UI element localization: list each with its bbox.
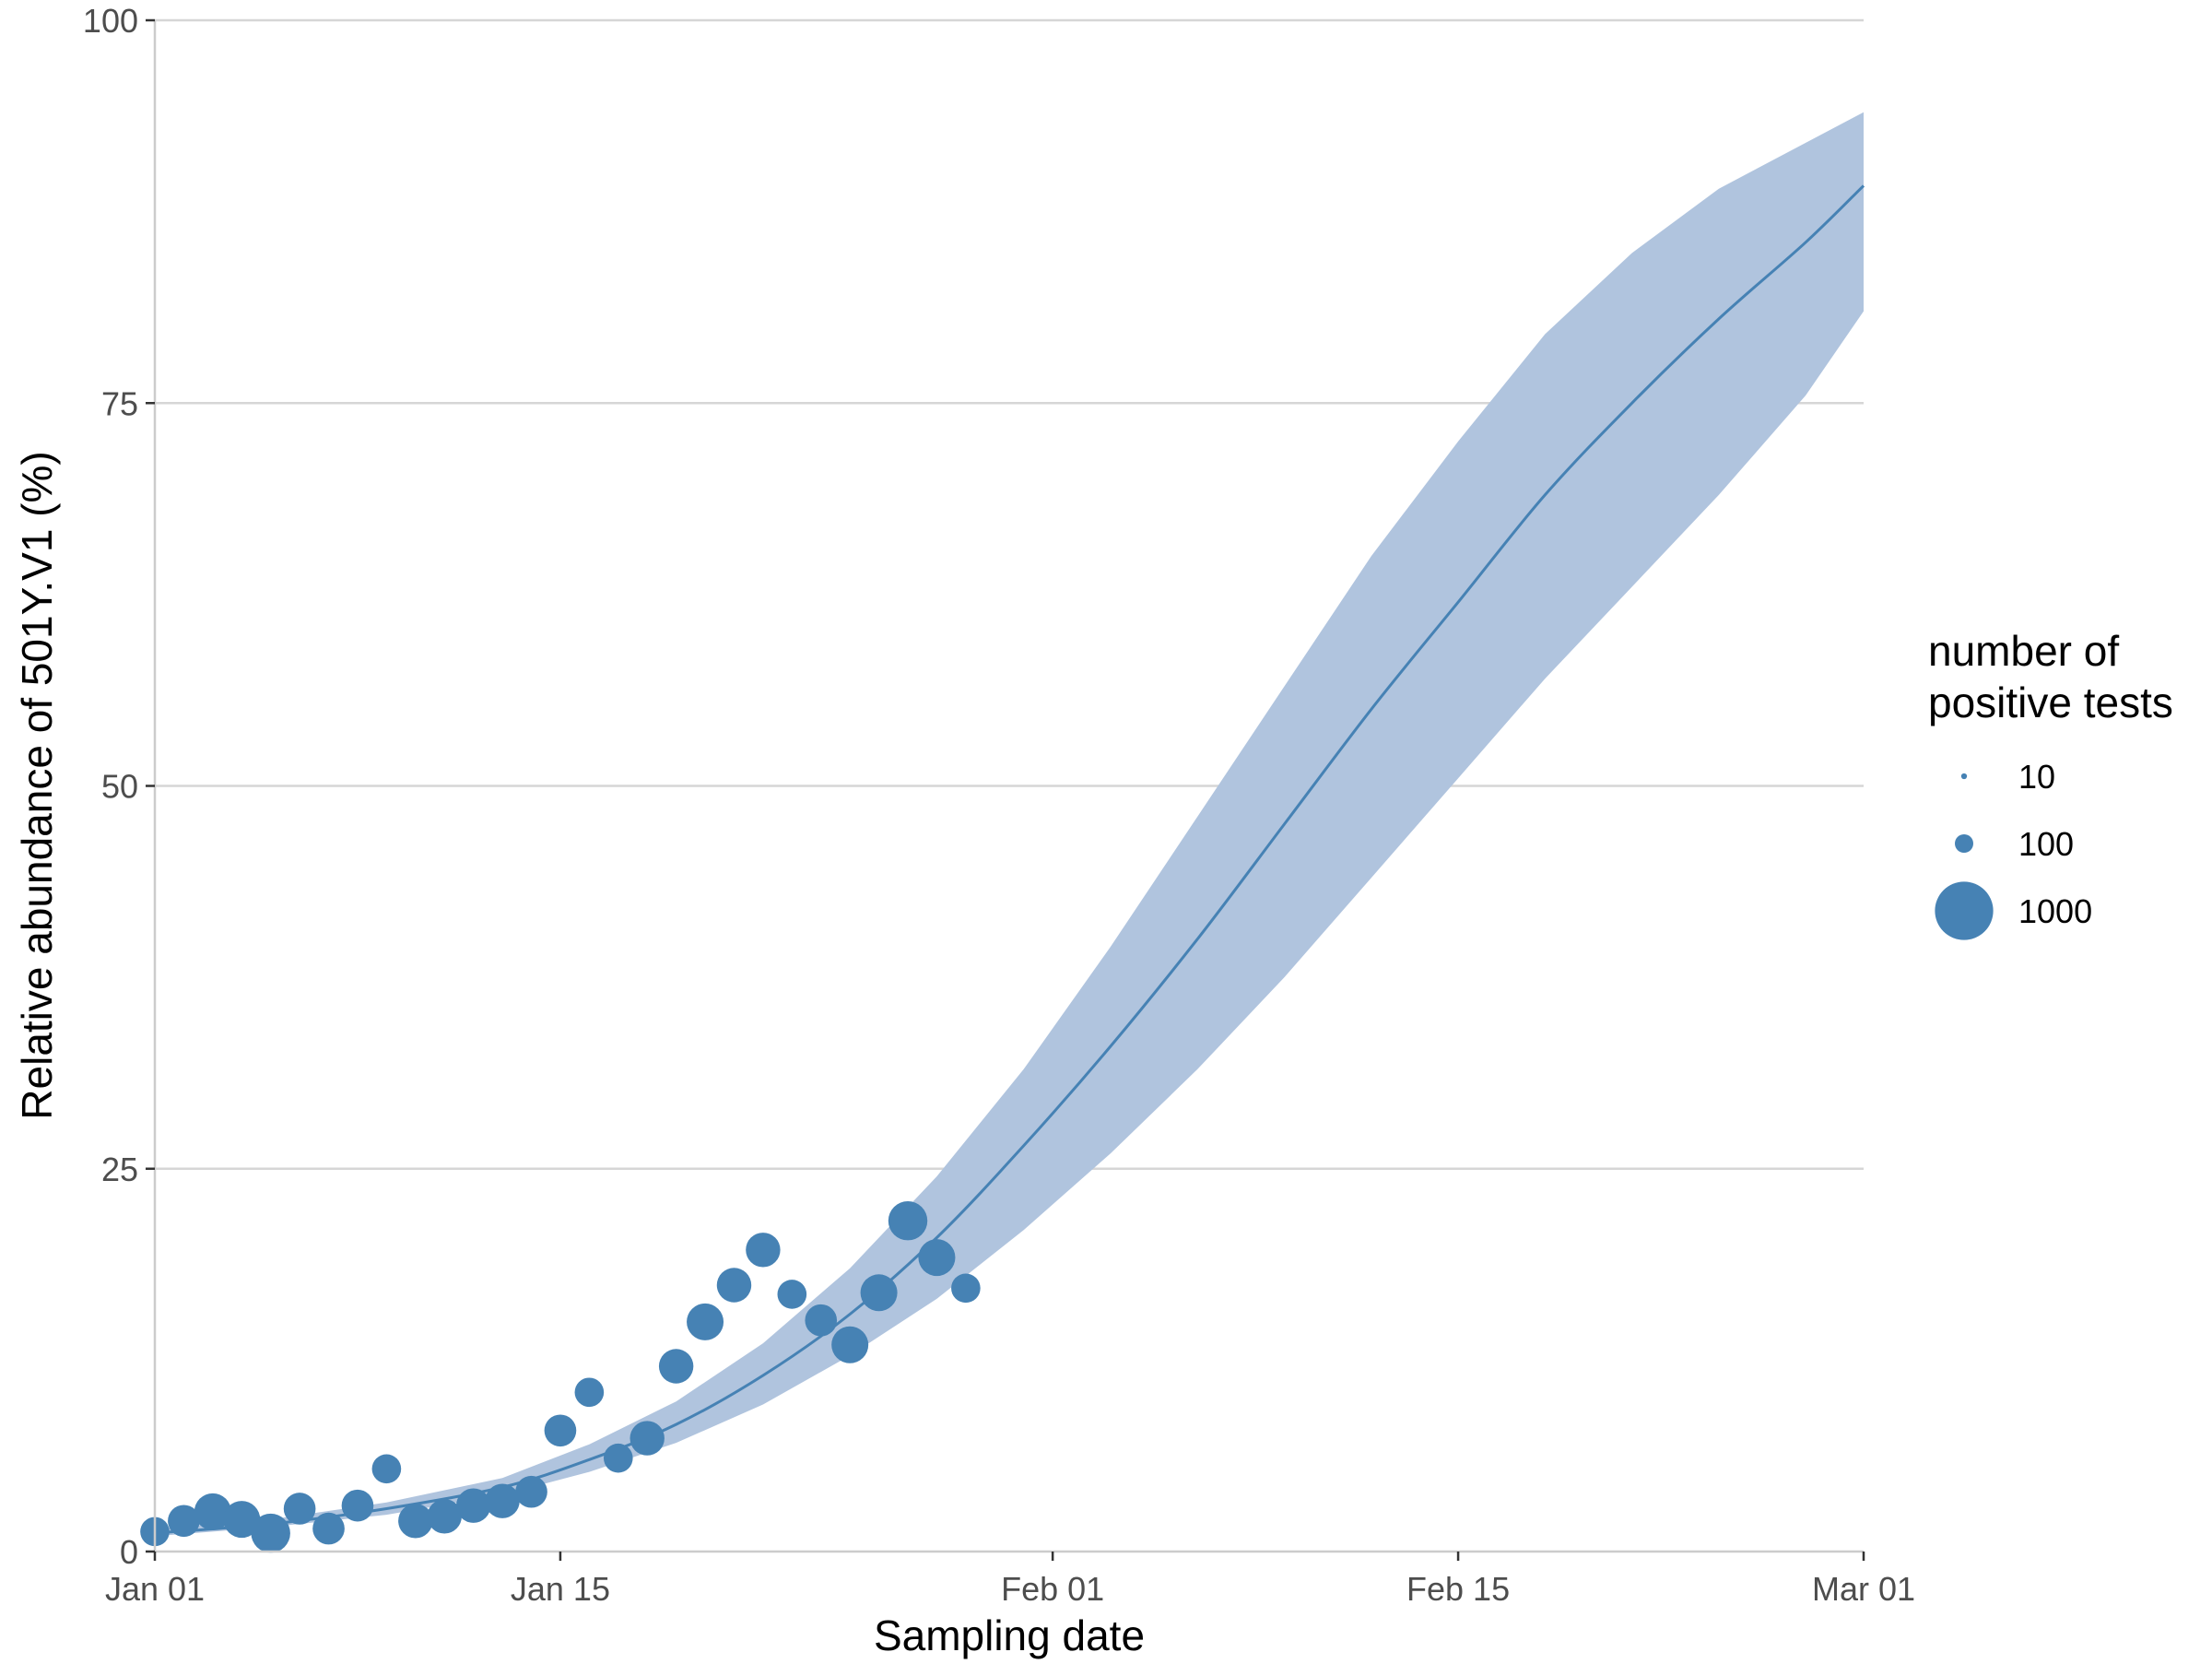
data-point [485, 1483, 520, 1518]
data-point [918, 1239, 956, 1277]
data-point [251, 1513, 290, 1553]
data-point [687, 1303, 724, 1340]
data-point [746, 1233, 781, 1268]
data-point [223, 1501, 261, 1539]
data-point [860, 1274, 898, 1312]
ticks: 0 25 50 75 100 Jan 01 Jan 15 Feb 01 Feb 15 Mar 01 [83, 2, 1915, 1608]
x-tick-label: Jan 15 [511, 1570, 610, 1608]
data-point [398, 1504, 433, 1539]
y-tick-label: 0 [120, 1533, 138, 1571]
fit-line [154, 184, 1865, 1535]
x-axis-title: Sampling date [874, 1611, 1145, 1659]
data-point [283, 1493, 316, 1525]
data-point [831, 1326, 869, 1363]
legend-key-dot [1960, 773, 1968, 780]
confidence-band [155, 112, 1864, 1537]
y-tick-label: 75 [101, 384, 138, 422]
data-points [140, 1201, 981, 1553]
data-point [455, 1488, 491, 1523]
data-point [629, 1421, 665, 1456]
data-point [777, 1280, 807, 1309]
data-point [716, 1268, 752, 1303]
legend-key-dot [1955, 834, 1973, 853]
data-point [574, 1377, 605, 1408]
y-tick-label: 100 [83, 2, 138, 40]
legend-entry-label: 1000 [2018, 892, 2092, 930]
data-point [515, 1475, 547, 1508]
legend-key-dot [1935, 881, 1994, 940]
data-point [658, 1349, 694, 1384]
data-point [805, 1304, 838, 1337]
confidence-band-area [155, 112, 1864, 1537]
data-point [312, 1512, 345, 1545]
data-point [544, 1414, 577, 1447]
data-point [194, 1493, 231, 1530]
data-point [427, 1499, 462, 1534]
y-tick-label: 25 [101, 1151, 138, 1188]
fit-line-group [154, 184, 1865, 1535]
legend: number of positive tests 10 100 1000 [1928, 627, 2173, 940]
data-point [951, 1273, 981, 1304]
legend-title-line-2: positive tests [1928, 679, 2173, 726]
y-axis-title: Relative abundance of 501Y.V1 (%) [13, 451, 61, 1119]
legend-title-line-1: number of [1928, 627, 2119, 675]
legend-entry-label: 10 [2018, 758, 2055, 796]
y-tick-label: 50 [101, 768, 138, 806]
x-tick-label: Feb 15 [1406, 1570, 1510, 1608]
x-tick-label: Jan 01 [105, 1570, 205, 1608]
data-point [371, 1454, 402, 1484]
data-point [168, 1505, 200, 1538]
x-tick-label: Feb 01 [1001, 1570, 1104, 1608]
legend-entry-label: 100 [2018, 825, 2074, 863]
data-point [603, 1443, 633, 1473]
x-tick-label: Mar 01 [1812, 1570, 1915, 1608]
data-point [888, 1201, 928, 1241]
data-point [341, 1489, 374, 1522]
